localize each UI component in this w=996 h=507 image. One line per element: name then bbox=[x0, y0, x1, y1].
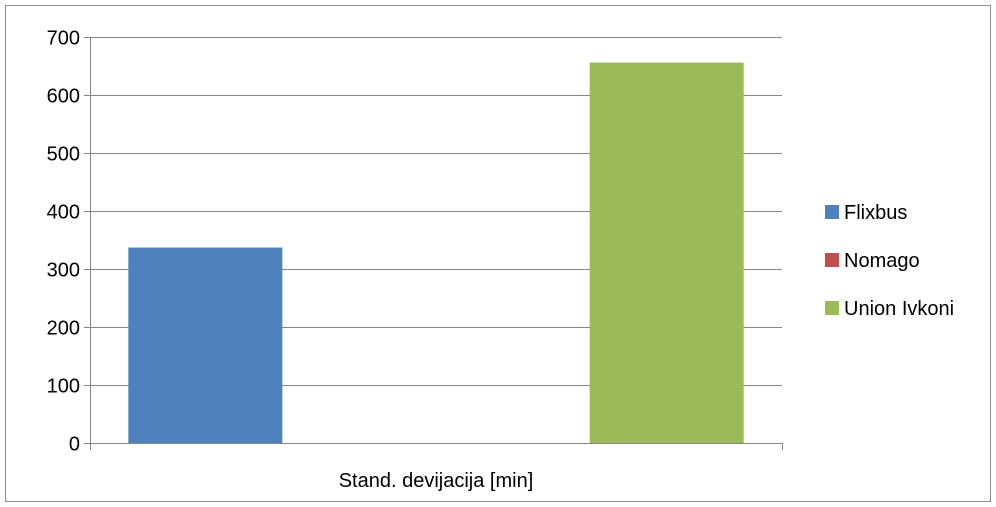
y-tick-label: 400 bbox=[47, 202, 80, 224]
y-tick-label: 500 bbox=[47, 144, 80, 166]
y-tick-label: 700 bbox=[47, 28, 80, 50]
legend-swatch bbox=[825, 301, 839, 315]
legend-label: Nomago bbox=[844, 250, 920, 272]
y-tick-label: 200 bbox=[47, 318, 80, 340]
legend-label: Flixbus bbox=[844, 202, 907, 224]
y-tick-label: 600 bbox=[47, 86, 80, 108]
y-tick-label: 100 bbox=[47, 376, 80, 398]
bars bbox=[128, 62, 744, 444]
x-category-label: Stand. devijacija [min] bbox=[339, 470, 534, 492]
y-tick-label: 0 bbox=[69, 434, 80, 456]
legend-swatch bbox=[825, 205, 839, 219]
bar-union-ivkoni bbox=[589, 62, 744, 444]
axes: 0 100 200 300 400 500 600 700 Stand. devijacija … bbox=[47, 28, 783, 492]
bar-flixbus bbox=[128, 247, 283, 443]
y-tick-label: 300 bbox=[47, 260, 80, 282]
legend-label: Union Ivkoni bbox=[844, 298, 954, 320]
legend: Flixbus Nomago Union Ivkoni bbox=[825, 202, 954, 320]
legend-swatch bbox=[825, 253, 839, 267]
